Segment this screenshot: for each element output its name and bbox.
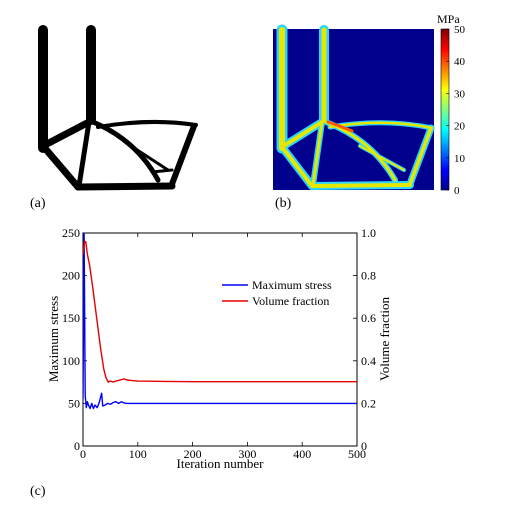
small-tie (150, 168, 174, 174)
legend-label-volume-fraction: Volume fraction (252, 294, 329, 308)
series-line-maximum-stress (83, 233, 357, 410)
legend: Maximum stress Volume fraction (222, 278, 332, 308)
series-layer (83, 233, 357, 410)
x-tick-label: 0 (80, 447, 86, 461)
x-tick-label: 300 (238, 447, 256, 461)
stress-map-members (279, 27, 434, 188)
y-right-tick-label: 1.0 (361, 226, 376, 240)
top-right-member (96, 119, 198, 129)
y-right-tick-label: 0.6 (361, 311, 376, 325)
x-tick-label: 500 (348, 447, 366, 461)
colorbar-tick-label: 10 (454, 153, 466, 165)
colorbar-tick-label: 20 (454, 121, 466, 133)
stress-map-background (273, 29, 434, 190)
y-right-tick-label: 0.4 (361, 354, 376, 368)
y-left-tick-label: 150 (62, 311, 80, 325)
y-left-tick-label: 200 (62, 269, 80, 283)
y-left-tick-label: 100 (62, 354, 80, 368)
panel-a-label: (a) (30, 196, 46, 211)
colorbar-tick-label: 50 (454, 24, 466, 36)
colorbar-unit: MPa (437, 12, 460, 26)
panel-c-chart: 0 100 200 300 400 500 0 50 100 150 200 250 0 0.2 0.4… (46, 226, 392, 471)
x-axis-label: Iteration number (177, 456, 265, 471)
colorbar-gradient (440, 28, 450, 191)
stress-map-hotspot (326, 120, 354, 133)
right-diagonal (169, 123, 197, 187)
x-tick-label: 200 (184, 447, 202, 461)
panel-c-label: (c) (30, 484, 46, 499)
y-right-tick-label: 0.8 (361, 269, 376, 283)
x-tick-label: 400 (293, 447, 311, 461)
y-right-tick-label: 0.2 (361, 396, 376, 410)
y-left-axis-label: Maximum stress (46, 296, 61, 382)
series-line-volume-fraction (83, 240, 357, 383)
small-brace (126, 142, 170, 172)
colorbar-tick-label: 30 (454, 88, 466, 100)
left-brace (39, 118, 93, 150)
panel-b-label: (b) (275, 196, 292, 211)
panel-a-topology (32, 25, 207, 193)
colorbar-tick-label: 0 (454, 185, 460, 197)
legend-label-maximum-stress: Maximum stress (252, 278, 332, 292)
x-tick-label: 100 (129, 447, 147, 461)
y-right-axis-label: Volume fraction (377, 297, 392, 381)
colorbar: MPa 0 10 20 30 40 50 (437, 12, 466, 197)
bottom-chord (74, 182, 176, 191)
y-left-tick-label: 0 (74, 439, 80, 453)
y-right-tick-label: 0 (361, 439, 367, 453)
colorbar-tick-label: 40 (454, 56, 466, 68)
panel-b-stress-map (273, 24, 435, 190)
inner-vertical (76, 119, 92, 189)
y-left-tick-label: 250 (62, 226, 80, 240)
colorbar-ticks: 0 10 20 30 40 50 (446, 24, 466, 197)
y-right-axis-ticks: 0 0.2 0.4 0.6 0.8 1.0 (353, 226, 376, 453)
y-left-tick-label: 50 (68, 396, 80, 410)
plot-frame (82, 232, 358, 447)
topology-members (38, 25, 198, 191)
x-axis-ticks: 0 100 200 300 400 500 (80, 233, 366, 461)
bottom-left-chord (39, 142, 82, 191)
